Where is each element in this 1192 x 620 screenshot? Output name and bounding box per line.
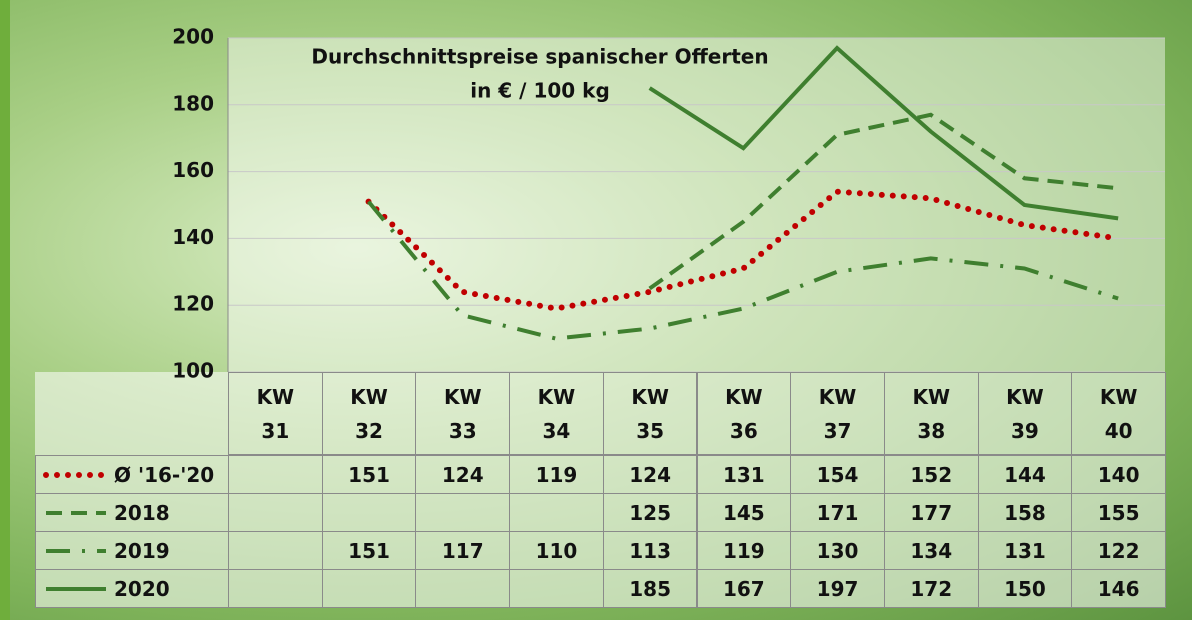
table-cell: 171 — [790, 493, 885, 532]
category-label: KW 39 — [1006, 384, 1044, 443]
table-cell — [228, 569, 323, 608]
table-cell: 151 — [321, 531, 417, 570]
table-cell: 117 — [415, 531, 511, 570]
category-header: KW 34 — [509, 372, 604, 455]
category-label: KW 33 — [443, 384, 482, 443]
category-label: KW 40 — [1099, 384, 1138, 443]
category-header: KW 31 — [228, 372, 323, 455]
legend-label: 2020 — [114, 576, 170, 601]
category-label: KW 34 — [537, 384, 576, 443]
category-label: KW 36 — [725, 384, 763, 443]
category-header: KW 40 — [1071, 372, 1166, 455]
series-line — [648, 45, 1119, 221]
table-cell: 131 — [977, 531, 1073, 570]
legend-swatch — [46, 586, 106, 591]
side-strip — [0, 0, 10, 620]
category-header: KW 32 — [321, 372, 417, 455]
legend-entry: 2020 — [35, 569, 229, 608]
category-header: KW 37 — [790, 372, 885, 455]
table-cell: 113 — [602, 531, 698, 570]
table-cell — [415, 493, 511, 532]
table-cell: 131 — [696, 455, 792, 494]
y-tick-label: 160 — [172, 158, 214, 182]
legend-entry: Ø '16-'20 — [35, 455, 229, 494]
table-cell: 151 — [321, 455, 417, 494]
table-cell: 150 — [977, 569, 1073, 608]
table-cell: 122 — [1071, 531, 1166, 570]
table-cell — [228, 531, 323, 570]
category-header: KW 35 — [602, 372, 698, 455]
table-cell: 134 — [883, 531, 979, 570]
table-cell: 110 — [509, 531, 604, 570]
category-label: KW 31 — [256, 384, 295, 443]
category-header: KW 36 — [696, 372, 792, 455]
y-tick-label: 120 — [172, 292, 214, 316]
table-area — [35, 372, 1165, 607]
table-cell: 167 — [696, 569, 792, 608]
table-cell — [321, 493, 417, 532]
table-cell — [509, 569, 604, 608]
category-header: KW 38 — [883, 372, 979, 455]
legend-swatch — [46, 510, 106, 515]
y-tick-label: 180 — [172, 91, 214, 115]
chart-subtitle: in € / 100 kg — [470, 79, 610, 103]
legend-swatch — [46, 548, 106, 553]
table-cell: 185 — [602, 569, 698, 608]
legend-label: Ø '16-'20 — [114, 462, 215, 487]
y-tick-label: 140 — [172, 225, 214, 249]
table-cell: 177 — [883, 493, 979, 532]
table-cell: 197 — [790, 569, 885, 608]
series-line — [648, 112, 1119, 291]
category-label: KW 35 — [631, 384, 669, 443]
category-header: KW 39 — [977, 372, 1073, 455]
table-cell: 155 — [1071, 493, 1166, 532]
table-cell: 158 — [977, 493, 1073, 532]
legend-label: 2018 — [114, 500, 170, 525]
plot-area — [228, 38, 1165, 372]
category-label: KW 32 — [350, 384, 388, 443]
category-label: KW 38 — [912, 384, 951, 443]
series-line — [365, 188, 1122, 312]
table-cell: 125 — [602, 493, 698, 532]
category-label: KW 37 — [818, 384, 857, 443]
table-cell — [509, 493, 604, 532]
table-cell: 130 — [790, 531, 885, 570]
table-cell — [228, 493, 323, 532]
category-header: KW 33 — [415, 372, 511, 455]
legend-entry: 2018 — [35, 493, 229, 532]
table-cell: 146 — [1071, 569, 1166, 608]
legend-label: 2019 — [114, 538, 170, 563]
table-cell: 124 — [602, 455, 698, 494]
table-cell: 119 — [509, 455, 604, 494]
y-tick-label: 200 — [172, 25, 214, 49]
table-cell: 145 — [696, 493, 792, 532]
table-cell — [415, 569, 511, 608]
table-cell: 154 — [790, 455, 885, 494]
table-cell: 119 — [696, 531, 792, 570]
legend-entry: 2019 — [35, 531, 229, 570]
table-cell: 172 — [883, 569, 979, 608]
table-cell: 140 — [1071, 455, 1166, 494]
chart-title: Durchschnittspreise spanischer Offerten — [311, 45, 768, 69]
y-tick-label: 100 — [172, 359, 214, 383]
table-cell — [228, 455, 323, 494]
table-cell: 144 — [977, 455, 1073, 494]
table-cell: 152 — [883, 455, 979, 494]
table-cell — [321, 569, 417, 608]
table-cell: 124 — [415, 455, 511, 494]
legend-swatch — [43, 471, 109, 478]
